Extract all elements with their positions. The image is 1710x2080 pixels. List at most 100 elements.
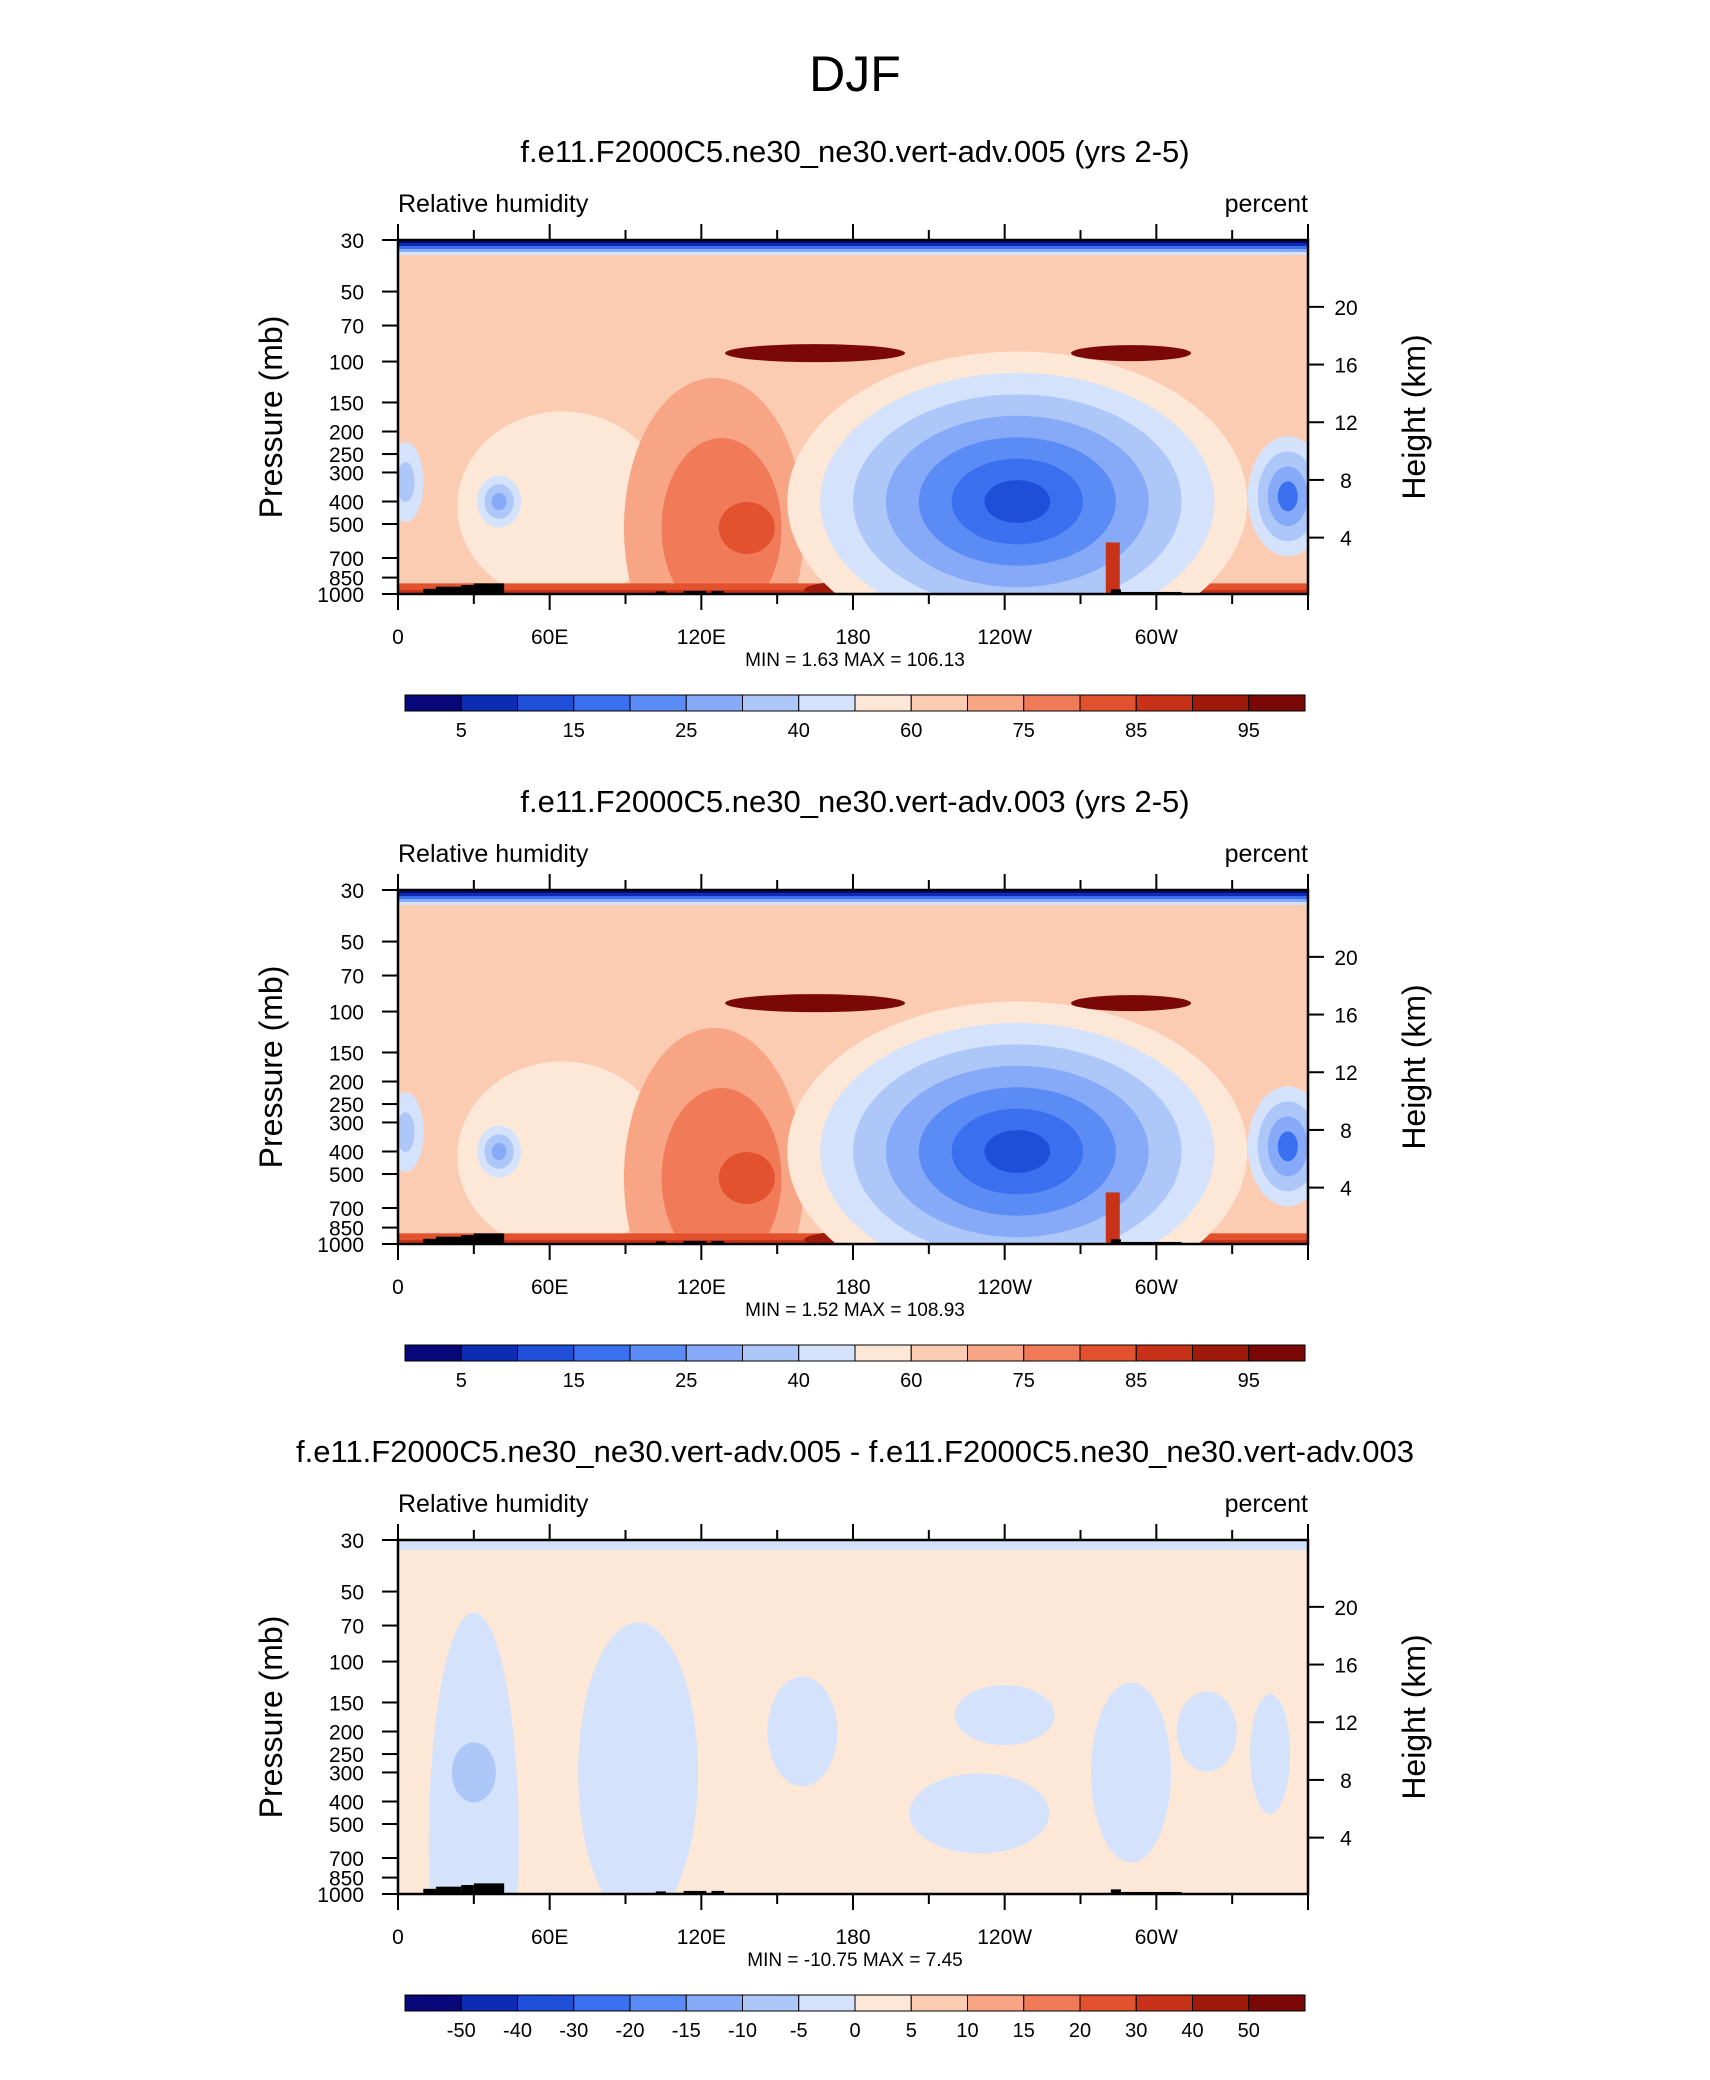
upper-peak-b [1071,995,1192,1012]
moist-core [661,1088,782,1244]
y-tick-label: 400 [329,491,364,514]
colorbar-label: -50 [447,2020,476,2042]
stratosphere-level-1 [398,893,1308,896]
stratosphere-level-4 [398,252,1308,255]
variable-label: Relative humidity [398,1490,589,1518]
y-tick-label: 850 [329,1218,364,1241]
colorbar-swatch [967,1344,1025,1362]
y-tick-label: 1000 [317,584,364,607]
upper-peak-a [725,994,906,1013]
x-tick-label: 120W [977,1926,1032,1949]
orography-block-2 [461,1885,474,1894]
colorbar-swatch [517,694,575,712]
colorbar-swatch [742,694,800,712]
y-tick-label: 150 [329,392,364,415]
height-tick-label: 16 [1334,1655,1357,1678]
orography-block-5 [683,1240,707,1244]
colorbar-swatch [1248,694,1306,712]
colorbar-swatch [798,694,856,712]
colorbar-label: 75 [1013,1370,1035,1392]
colorbar-label: 15 [563,720,585,742]
y-axis-label-right: Height (km) [1396,984,1432,1149]
orography-block-7 [1110,589,1121,594]
y-tick-label: 150 [329,1692,364,1715]
colorbar-swatch [1135,694,1193,712]
upper-negative-band [398,1540,1308,1550]
colorbar-label: 95 [1238,720,1260,742]
y-tick-label: 30 [341,230,364,253]
contour-field [398,240,1308,594]
colorbar-swatch [798,1344,856,1362]
y-tick-label: 300 [329,462,364,485]
x-tick-label: 120W [977,1276,1032,1299]
y-tick-label: 300 [329,1762,364,1785]
x-tick-label: 60W [1135,1276,1178,1299]
colorbar-swatch [460,1344,518,1362]
colorbar-swatch [573,1344,631,1362]
colorbar-swatch [854,1344,912,1362]
colorbar-swatch [967,694,1025,712]
colorbar-label: 25 [675,1370,697,1392]
colorbar-swatch [910,694,968,712]
x-tick-label: 120E [677,1926,726,1949]
colorbar-swatch [629,1344,687,1362]
y-tick-label: 700 [329,548,364,571]
orography-block-1 [435,586,462,594]
y-axis-label: Pressure (mb) [253,966,289,1169]
chart-panel-2: f.e11.F2000C5.ne30_ne30.vert-adv.003 (yr… [253,784,1432,1392]
colorbar-swatch [1248,1344,1306,1362]
colorbar-swatch [1248,1994,1306,2012]
moist-peak [718,1151,775,1204]
y-tick-label: 150 [329,1042,364,1065]
y-axis-label: Pressure (mb) [253,1616,289,1819]
height-tick-label: 8 [1340,1120,1352,1143]
stratosphere-level-4 [398,902,1308,905]
height-tick-label: 12 [1334,1062,1357,1085]
colorbar-label: 60 [900,1370,922,1392]
height-tick-label: 4 [1340,1828,1352,1851]
x-tick-label: 60W [1135,626,1178,649]
negative-anomaly-5 [1250,1694,1291,1815]
negative-anomaly-3 [1091,1682,1172,1863]
colorbar-swatch [910,1344,968,1362]
x-tick-label: 0 [392,1276,404,1299]
colorbar-label: 5 [456,1370,467,1392]
colorbar-label: 0 [849,2020,860,2042]
y-tick-label: 700 [329,1198,364,1221]
variable-label: Relative humidity [398,840,589,868]
stratosphere-level-3 [398,249,1308,252]
colorbar-swatch [404,1344,462,1362]
orography-block-2 [461,1235,474,1244]
height-tick-label: 4 [1340,1178,1352,1201]
y-tick-label: 500 [329,1164,364,1187]
colorbar-swatch [910,1994,968,2012]
y-tick-label: 850 [329,568,364,591]
orography-block-4 [655,1241,666,1244]
y-tick-label: 250 [329,1094,364,1117]
height-tick-label: 16 [1334,355,1357,378]
colorbar-swatch [685,1344,743,1362]
colorbar-label: 40 [788,1370,810,1392]
colorbar-label: 20 [1069,2020,1091,2042]
orography-block-6 [711,1240,725,1244]
x-tick-label: 120W [977,626,1032,649]
orography-block-7 [1110,1889,1121,1894]
min-max-stats: MIN = 1.52 MAX = 108.93 [745,1300,965,1321]
x-tick-label: 180 [835,1926,870,1949]
y-tick-label: 500 [329,514,364,537]
orography-block-4 [655,591,666,594]
orography-block-3 [473,1883,505,1894]
height-tick-label: 4 [1340,528,1352,551]
colorbar-swatch [967,1994,1025,2012]
orography-block-7 [1110,1239,1121,1244]
y-tick-label: 500 [329,1814,364,1837]
colorbar-swatch [404,694,462,712]
orography-block-2 [461,585,474,594]
x-tick-label: 0 [392,626,404,649]
y-tick-label: 400 [329,1141,364,1164]
units-label: percent [1225,1490,1308,1518]
y-tick-label: 850 [329,1868,364,1891]
orography-block-0 [423,588,436,594]
x-tick-label: 180 [835,626,870,649]
orography-block-0 [423,1238,436,1244]
